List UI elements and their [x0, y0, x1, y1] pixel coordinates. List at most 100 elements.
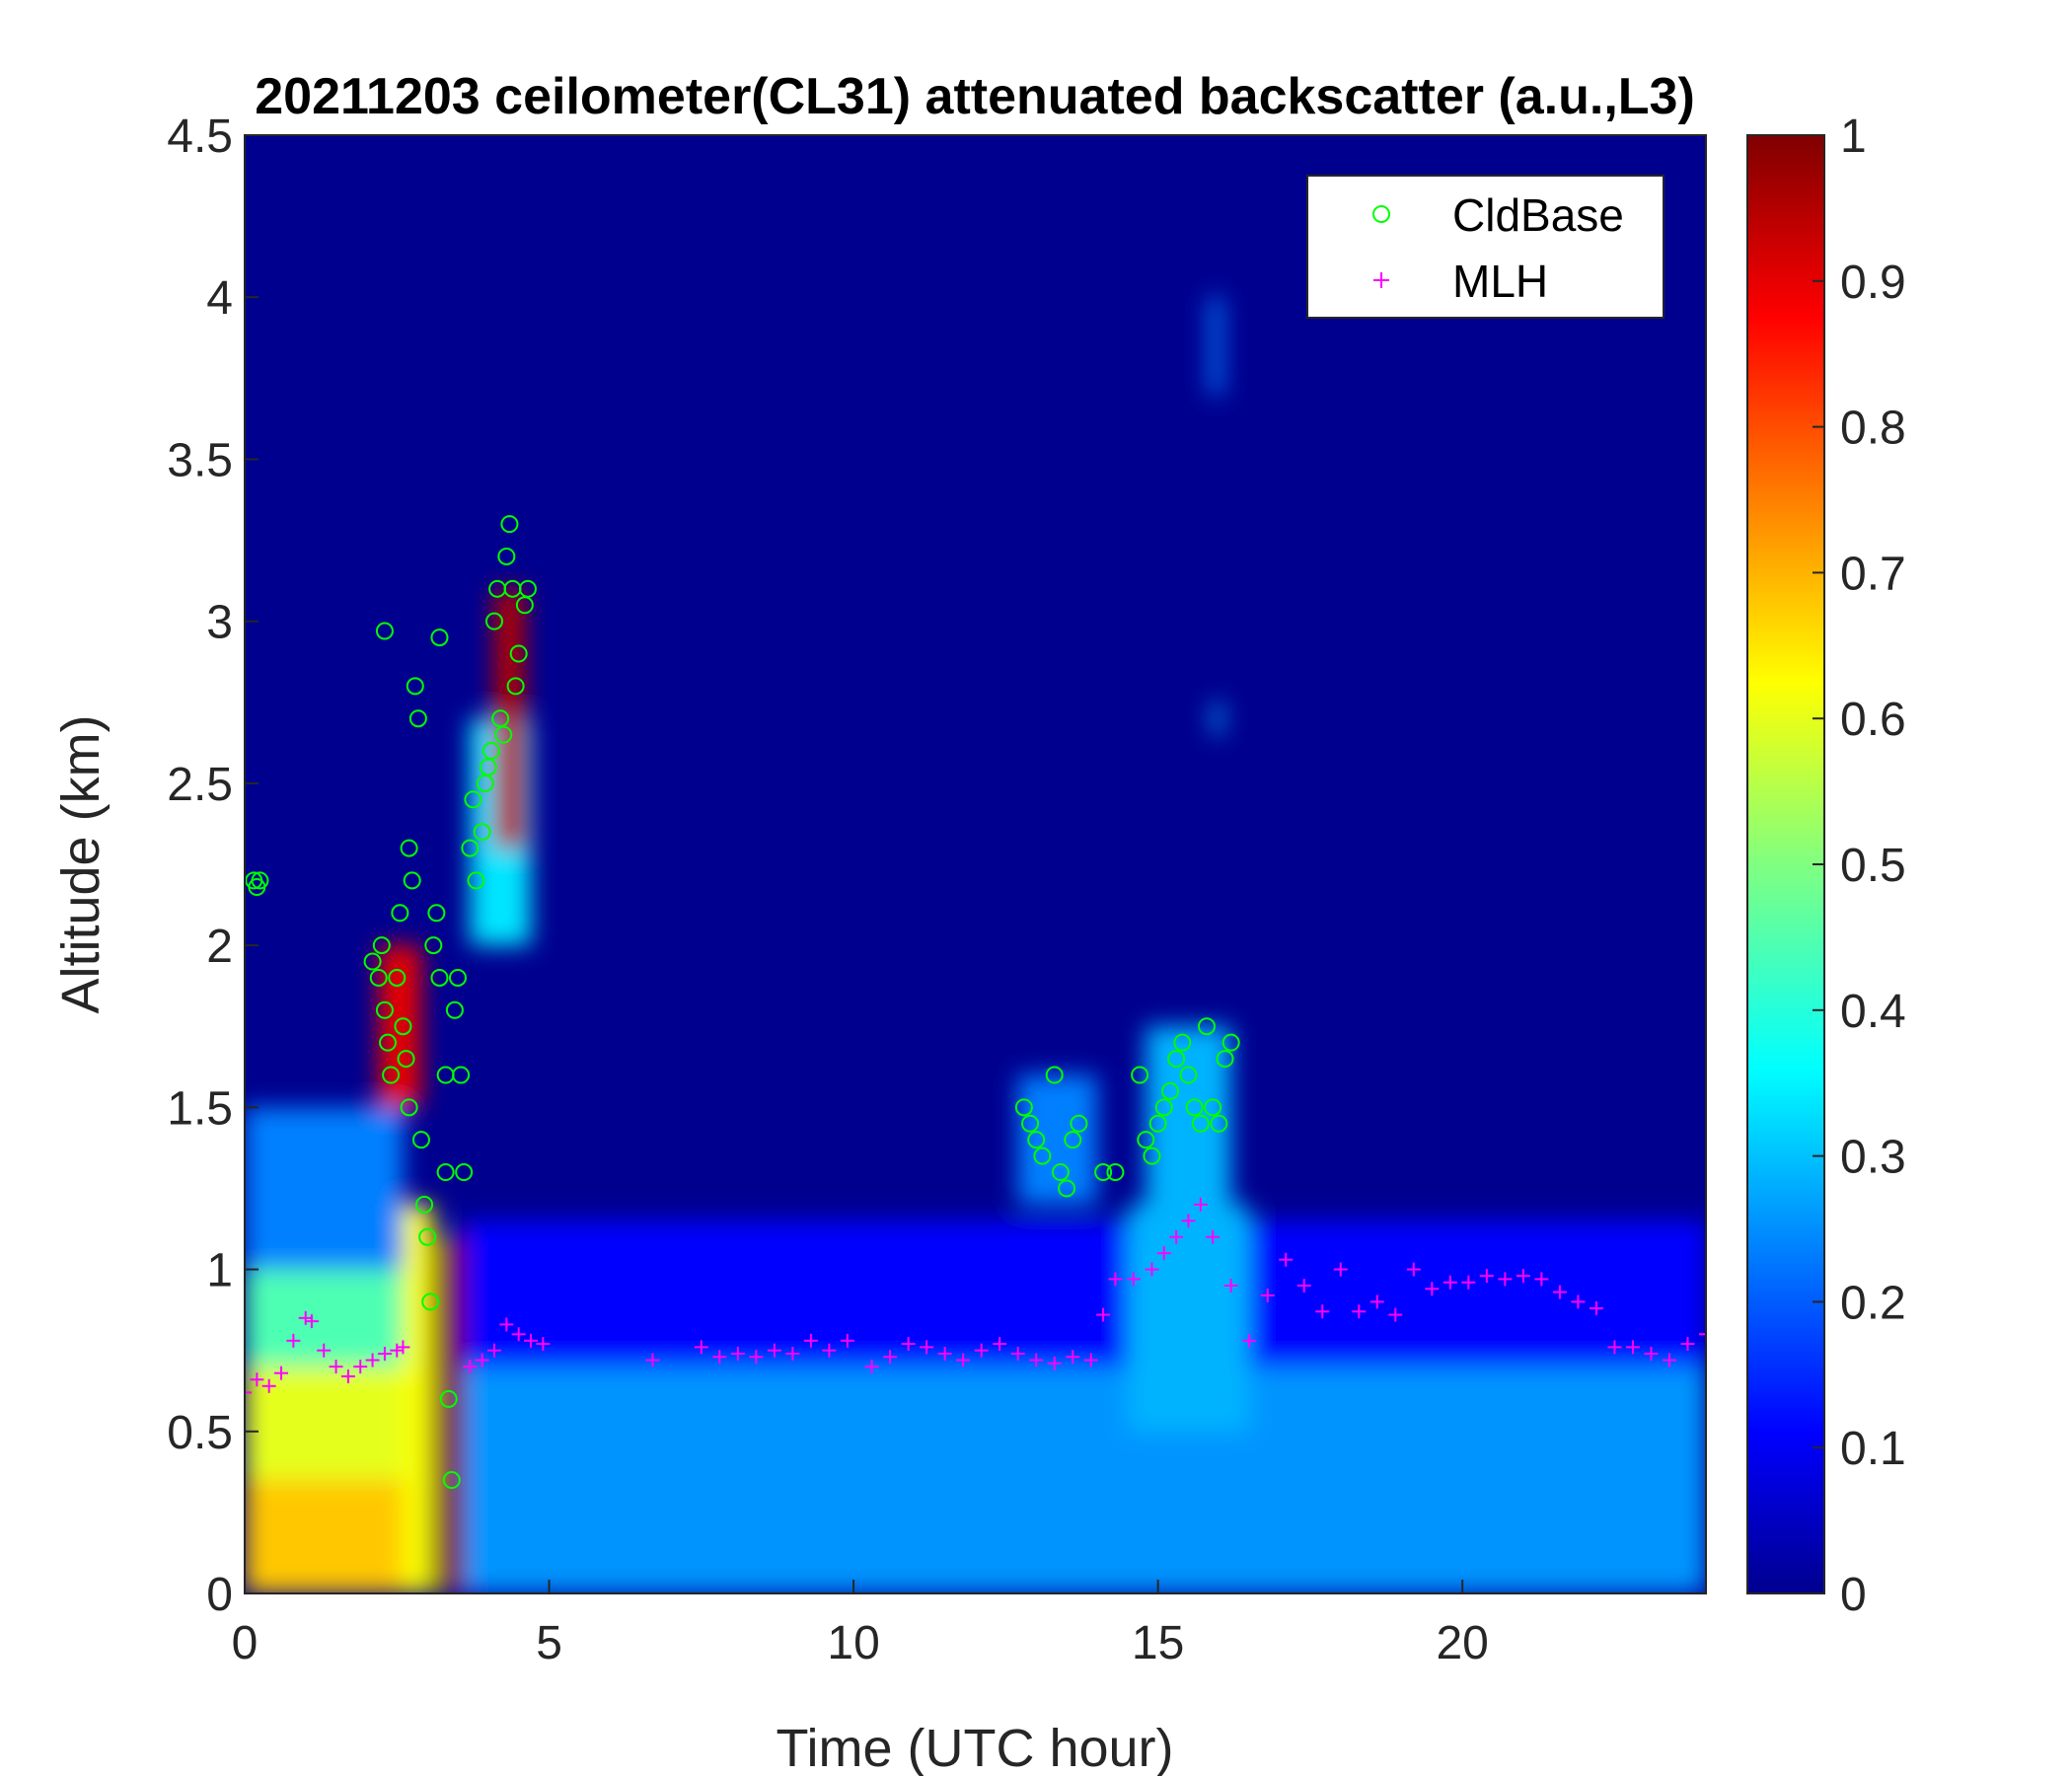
mlh-point — [749, 1350, 764, 1365]
mlh-point — [1443, 1275, 1457, 1290]
legend-mlh-marker — [1373, 272, 1389, 288]
mlh-point — [712, 1350, 727, 1365]
cldbase-point — [406, 677, 424, 696]
cldbase-point — [1027, 1131, 1046, 1149]
cldbase-point — [388, 968, 407, 987]
mlh-point — [390, 1343, 405, 1358]
colorbar-tick-label: 1 — [1840, 111, 1867, 163]
mlh-point — [396, 1340, 410, 1355]
cldbase-point — [1021, 1114, 1040, 1133]
cldbase-point — [1167, 1050, 1186, 1069]
backscatter-cell — [436, 1236, 465, 1593]
cldbase-point — [445, 1000, 464, 1019]
mlh-point — [340, 1369, 355, 1383]
cldbase-point — [1197, 1017, 1216, 1036]
mlh-point — [1206, 1229, 1221, 1244]
cldbase-point — [1058, 1179, 1076, 1198]
colorbar-tick-label: 0.8 — [1840, 403, 1906, 455]
colorbar-tick-label: 0.9 — [1840, 257, 1906, 309]
mlh-point — [1425, 1282, 1440, 1296]
colorbar-tick-label: 0.5 — [1840, 840, 1906, 892]
cldbase-point — [1106, 1163, 1125, 1182]
chart-title: 20211203 ceilometer(CL31) attenuated bac… — [255, 68, 1695, 125]
cldbase-point — [430, 968, 449, 987]
mlh-point — [1369, 1295, 1384, 1309]
cldbase-point — [497, 547, 516, 565]
colorbar-tick-label: 0.4 — [1840, 986, 1906, 1038]
mlh-point — [694, 1340, 708, 1355]
mlh-point — [1388, 1307, 1403, 1322]
mlh-point — [536, 1337, 551, 1352]
cldbase-point — [467, 871, 485, 890]
cldbase-point — [382, 1066, 401, 1084]
cldbase-point — [1160, 1081, 1179, 1100]
x-tick-label: 5 — [536, 1617, 562, 1669]
cldbase-point — [500, 515, 519, 534]
mlh-point — [1534, 1272, 1549, 1287]
legend-cldbase-label: CldBase — [1452, 189, 1624, 241]
cldbase-point — [1045, 1066, 1064, 1084]
cldbase-point — [372, 936, 391, 955]
backscatter-cell — [464, 1221, 1706, 1368]
mlh-point — [1145, 1262, 1159, 1277]
cldbase-point — [251, 871, 269, 890]
cldbase-point — [464, 790, 482, 809]
x-tick-label: 15 — [1132, 1617, 1184, 1669]
cldbase-point — [1070, 1114, 1088, 1133]
cldbase-point — [1191, 1114, 1210, 1133]
mlh-point — [1108, 1272, 1123, 1287]
cldbase-point — [375, 1000, 394, 1019]
cldbase-point — [436, 1163, 455, 1182]
cldbase-point — [1216, 1050, 1234, 1069]
cldbase-point — [415, 1195, 434, 1214]
cldbase-point — [369, 968, 388, 987]
mlh-point — [1461, 1275, 1476, 1290]
mlh-point — [1406, 1262, 1421, 1277]
mlh-point — [1516, 1269, 1530, 1284]
y-tick-label: 2.5 — [167, 759, 233, 811]
y-tick-label: 4.5 — [167, 111, 233, 163]
mlh-point — [1126, 1272, 1141, 1287]
mlh-point — [920, 1340, 934, 1355]
y-tick-label: 3.5 — [167, 434, 233, 486]
mlh-point — [250, 1372, 264, 1387]
mlh-point — [1607, 1340, 1622, 1355]
mlh-point — [1571, 1295, 1586, 1309]
mlh-point — [1047, 1356, 1062, 1370]
mlh-point — [1242, 1333, 1257, 1348]
y-tick-label: 4 — [206, 272, 233, 325]
mlh-point — [822, 1343, 837, 1358]
mlh-point — [883, 1350, 898, 1365]
mlh-point — [1010, 1346, 1025, 1361]
colorbar-tick-label: 0.7 — [1840, 548, 1906, 600]
mlh-point — [1066, 1350, 1080, 1365]
mlh-point — [463, 1360, 478, 1374]
mlh-point — [864, 1360, 879, 1374]
cldbase-point — [1179, 1066, 1198, 1084]
mlh-point — [304, 1314, 319, 1329]
cldbase-point — [506, 677, 525, 696]
x-axis-label: Time (UTC hour) — [776, 1719, 1173, 1776]
cldbase-point — [1154, 1098, 1173, 1117]
cldbase-point — [375, 622, 394, 640]
cldbase-point — [455, 1163, 474, 1182]
backscatter-cell — [494, 588, 525, 849]
cldbase-point — [418, 1227, 437, 1246]
y-axis: 0 0.5 1 1.5 2 2.5 3 3.5 4 4.5 — [167, 111, 259, 1621]
cldbase-point — [1185, 1098, 1204, 1117]
mlh-point — [1260, 1288, 1275, 1302]
backscatter-cell — [1210, 297, 1222, 395]
cldbase-point — [481, 742, 500, 761]
cldbase-point — [509, 644, 528, 663]
cldbase-point — [473, 823, 491, 842]
legend-box — [1306, 175, 1665, 319]
mlh-point — [1156, 1246, 1171, 1261]
y-tick-label: 0 — [206, 1569, 233, 1621]
backscatter-heatmap — [245, 297, 1706, 1593]
legend-mlh-label: MLH — [1452, 256, 1548, 307]
y-axis-label: Altitude (km) — [51, 714, 111, 1013]
cldbase-point — [430, 629, 449, 647]
mlh-point — [499, 1317, 514, 1332]
mlh-point — [511, 1327, 526, 1342]
